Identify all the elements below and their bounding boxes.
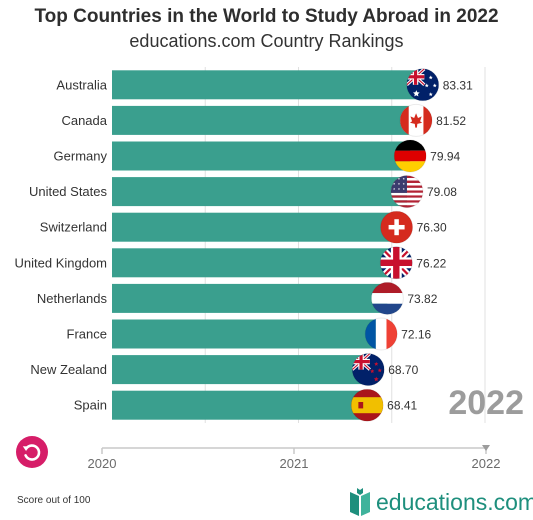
category-label: Canada <box>61 113 107 128</box>
value-label: 79.08 <box>427 185 457 199</box>
bar <box>112 319 382 349</box>
bar <box>112 70 423 100</box>
timeline-label[interactable]: 2021 <box>280 456 309 471</box>
chart-title: Top Countries in the World to Study Abro… <box>34 6 499 27</box>
value-label: 72.16 <box>401 328 431 342</box>
bar-chart: Australia 83.31 Canada 81.52 Germany 79.94 Uni… <box>15 67 524 471</box>
bar <box>112 248 397 278</box>
value-label: 83.31 <box>443 78 473 92</box>
timeline-label[interactable]: 2020 <box>88 456 117 471</box>
category-label: Spain <box>74 398 107 413</box>
australia-flag-icon <box>406 68 440 102</box>
category-label: France <box>67 327 107 342</box>
timeline-label[interactable]: 2022 <box>472 456 501 471</box>
timeline[interactable]: 2020 2021 2022 <box>88 445 501 471</box>
new-zealand-flag-icon <box>351 353 385 387</box>
bar <box>112 283 388 313</box>
value-label: 76.30 <box>417 221 447 235</box>
bar <box>112 141 411 171</box>
bar <box>112 355 369 385</box>
switzerland-flag-icon <box>380 210 414 244</box>
category-label: United Kingdom <box>15 255 108 270</box>
value-label: 68.70 <box>388 363 418 377</box>
germany-flag-icon <box>393 139 427 173</box>
replay-button[interactable] <box>16 436 48 468</box>
timeline-marker[interactable] <box>482 445 490 451</box>
category-label: New Zealand <box>30 362 107 377</box>
replay-icon <box>22 444 41 461</box>
value-label: 73.82 <box>407 292 437 306</box>
brand-logo: educations.com <box>348 485 533 519</box>
category-label: Germany <box>54 149 108 164</box>
spain-flag-icon <box>350 388 384 422</box>
current-year-label: 2022 <box>448 384 524 422</box>
category-label: Netherlands <box>37 291 108 306</box>
bar <box>112 177 407 207</box>
bar <box>112 390 368 420</box>
category-label: United States <box>29 184 108 199</box>
bar <box>112 105 417 135</box>
bar <box>112 212 397 242</box>
canada-flag-icon <box>399 103 433 137</box>
netherlands-flag-icon <box>370 281 404 315</box>
value-label: 81.52 <box>436 114 466 128</box>
category-label: Switzerland <box>40 220 107 235</box>
category-label: Australia <box>56 77 107 92</box>
value-label: 68.41 <box>387 399 417 413</box>
book-icon <box>350 488 370 516</box>
united-states-flag-icon <box>390 175 424 209</box>
france-flag-icon <box>364 317 398 351</box>
united-kingdom-flag-icon <box>379 246 413 280</box>
score-footnote: Score out of 100 <box>17 495 91 506</box>
value-label: 76.22 <box>416 256 446 270</box>
brand-name: educations.com <box>376 488 533 515</box>
chart-subtitle: educations.com Country Rankings <box>129 31 404 51</box>
value-label: 79.94 <box>430 150 460 164</box>
